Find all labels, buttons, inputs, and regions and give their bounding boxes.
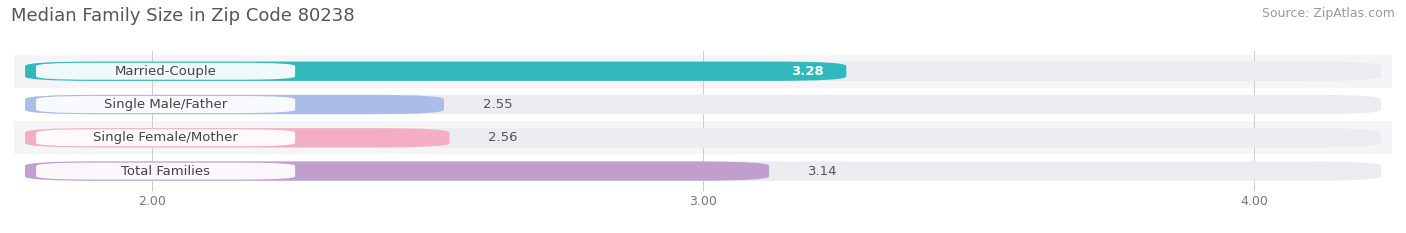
Text: Single Male/Father: Single Male/Father [104, 98, 228, 111]
Bar [14, 55, 1392, 88]
FancyBboxPatch shape [25, 95, 1381, 114]
Text: Source: ZipAtlas.com: Source: ZipAtlas.com [1261, 7, 1395, 20]
Bar [14, 154, 1392, 188]
Text: Median Family Size in Zip Code 80238: Median Family Size in Zip Code 80238 [11, 7, 354, 25]
Text: Total Families: Total Families [121, 164, 209, 178]
FancyBboxPatch shape [25, 95, 444, 114]
Bar [14, 88, 1392, 121]
Text: 2.56: 2.56 [488, 131, 517, 144]
Text: 2.55: 2.55 [482, 98, 512, 111]
FancyBboxPatch shape [25, 62, 846, 81]
FancyBboxPatch shape [37, 163, 295, 180]
FancyBboxPatch shape [37, 96, 295, 113]
Text: 3.28: 3.28 [792, 65, 824, 78]
Text: Single Female/Mother: Single Female/Mother [93, 131, 238, 144]
Text: 3.14: 3.14 [807, 164, 837, 178]
FancyBboxPatch shape [25, 161, 769, 181]
FancyBboxPatch shape [25, 128, 450, 147]
Text: Married-Couple: Married-Couple [115, 65, 217, 78]
FancyBboxPatch shape [25, 62, 1381, 81]
FancyBboxPatch shape [37, 129, 295, 146]
Bar [14, 121, 1392, 154]
FancyBboxPatch shape [25, 161, 1381, 181]
FancyBboxPatch shape [37, 63, 295, 80]
FancyBboxPatch shape [25, 128, 1381, 147]
